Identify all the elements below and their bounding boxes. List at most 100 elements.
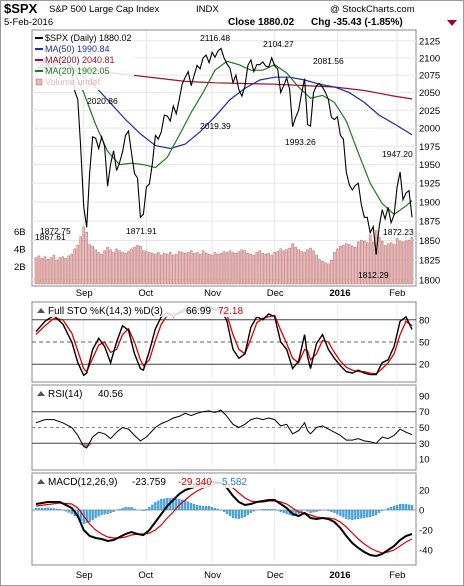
macd-histogram-bar (282, 510, 285, 513)
axis-tick-label: 10 (419, 455, 430, 466)
macd-histogram-bar (157, 500, 160, 510)
macd-histogram-bar (279, 510, 282, 512)
volume-bar (160, 254, 163, 285)
change-value: Chg -35.43 (-1.85%) (311, 17, 403, 28)
macd-histogram-bar (106, 510, 109, 514)
volume-bar (183, 253, 187, 285)
volume-bar (73, 248, 77, 285)
macd-histogram-bar (276, 510, 279, 511)
macd-histogram-bar (309, 510, 312, 513)
macd-axis: 20 0 -20 -40 (419, 486, 433, 557)
rsi-line (35, 409, 413, 449)
volume-bar (383, 245, 387, 285)
macd-histogram-bar (392, 506, 396, 510)
macd-histogram-bar (186, 501, 190, 510)
month-label: Sep (76, 570, 93, 581)
volume-bar (46, 259, 50, 285)
volume-bar (142, 250, 145, 285)
month-label: Sep (76, 288, 93, 299)
macd-histogram-bar (52, 508, 56, 510)
collapse-triangle-icon[interactable] (37, 308, 45, 313)
volume-bar (40, 258, 44, 285)
macd-histogram-bar (383, 509, 387, 510)
volume-bar (201, 250, 205, 285)
price-tick-label: 2100 (419, 53, 440, 64)
volume-bar (118, 250, 121, 285)
macd-histogram-bar (142, 510, 145, 511)
sto-axis: 80 50 20 (419, 315, 430, 370)
month-axis-bottom: Sep Oct Nov Dec 2016 Feb (76, 570, 406, 581)
legend-entry: MA(20) 1902.05 (45, 66, 110, 76)
volume-bar (285, 249, 288, 285)
macd-gridlines (32, 477, 416, 563)
volume-bar (76, 245, 80, 285)
volume-bar (395, 238, 399, 285)
volume-bar (237, 251, 241, 285)
volume-bar (324, 262, 327, 285)
axis-tick-label: 30 (419, 439, 430, 450)
macd-histogram-bar (204, 506, 208, 510)
macd-histogram-bar (369, 510, 372, 517)
macd-histogram-bar (404, 504, 408, 510)
volume-bar (94, 249, 97, 285)
macd-histogram-bar (37, 507, 41, 510)
volume-bar (306, 249, 309, 285)
volume-bar (404, 240, 408, 285)
volume-bar (249, 253, 253, 285)
volume-bar (88, 244, 91, 285)
sto-k-value: 66.99 (186, 306, 211, 317)
macd-histogram-bar (225, 510, 229, 514)
volume-bar (276, 251, 279, 285)
volume-bar (389, 242, 393, 285)
volume-bar (172, 254, 175, 285)
price-line (35, 47, 413, 255)
volume-bar (133, 246, 136, 285)
macd-histogram-bar (330, 510, 333, 512)
macd-histogram-bar (389, 507, 393, 510)
month-axis: Sep Oct Nov Dec 2016 Feb (76, 288, 406, 299)
volume-bar (291, 243, 294, 285)
volume-bar (333, 252, 336, 285)
volume-bar (130, 248, 133, 285)
price-tick-label: 1825 (419, 256, 440, 267)
macd-histogram-bar (43, 507, 47, 510)
collapse-triangle-icon[interactable] (37, 391, 45, 396)
macd-histogram-bar (351, 510, 354, 520)
macd-panel: 20 0 -20 -40 MACD(12,26,9) -23.759 -29.340 … (31, 472, 433, 566)
price-annotation: 2020.86 (87, 96, 118, 106)
month-label: Nov (204, 288, 221, 299)
ma20-line (35, 60, 413, 216)
volume-bar (121, 252, 124, 285)
volume-bar (300, 251, 303, 285)
volume-bar (216, 253, 220, 285)
macd-histogram-bar (46, 507, 50, 510)
volume-bar (124, 253, 127, 285)
sto-d-value: 72.18 (218, 306, 243, 317)
macd-histogram-bar (395, 505, 399, 510)
volume-bar (219, 253, 223, 285)
sto-legend: Full STO %K(14,3) %D(3) 66.99 72.18 (35, 305, 260, 317)
macd-histogram-bar (58, 509, 62, 510)
legend-entry: $SPX (Daily) 1880.02 (45, 33, 132, 43)
macd-histogram-bar (228, 510, 232, 516)
volume-tick-label: 4B (14, 244, 26, 255)
legend-entry: MA(50) 1990.84 (45, 44, 110, 54)
volume-bar (368, 234, 372, 285)
volume-bar (288, 247, 291, 285)
collapse-triangle-icon[interactable] (37, 479, 45, 484)
price-tick-label: 2125 (419, 36, 440, 47)
macd-histogram-bar (100, 510, 103, 515)
volume-bar (246, 253, 250, 285)
macd-histogram-bar (34, 508, 38, 510)
close-value: Close 1880.02 (228, 17, 295, 28)
volume-bar (354, 246, 357, 285)
rsi-legend: RSI(14) 40.56 (35, 388, 135, 400)
price-annotation: 2081.56 (313, 56, 344, 66)
volume-bar (136, 245, 139, 285)
macd-histogram-bar (121, 508, 124, 510)
macd-histogram-bar (270, 509, 273, 510)
sto-lines (35, 305, 413, 377)
macd-histogram-bar (231, 510, 235, 518)
macd-histogram-bar (192, 504, 196, 510)
